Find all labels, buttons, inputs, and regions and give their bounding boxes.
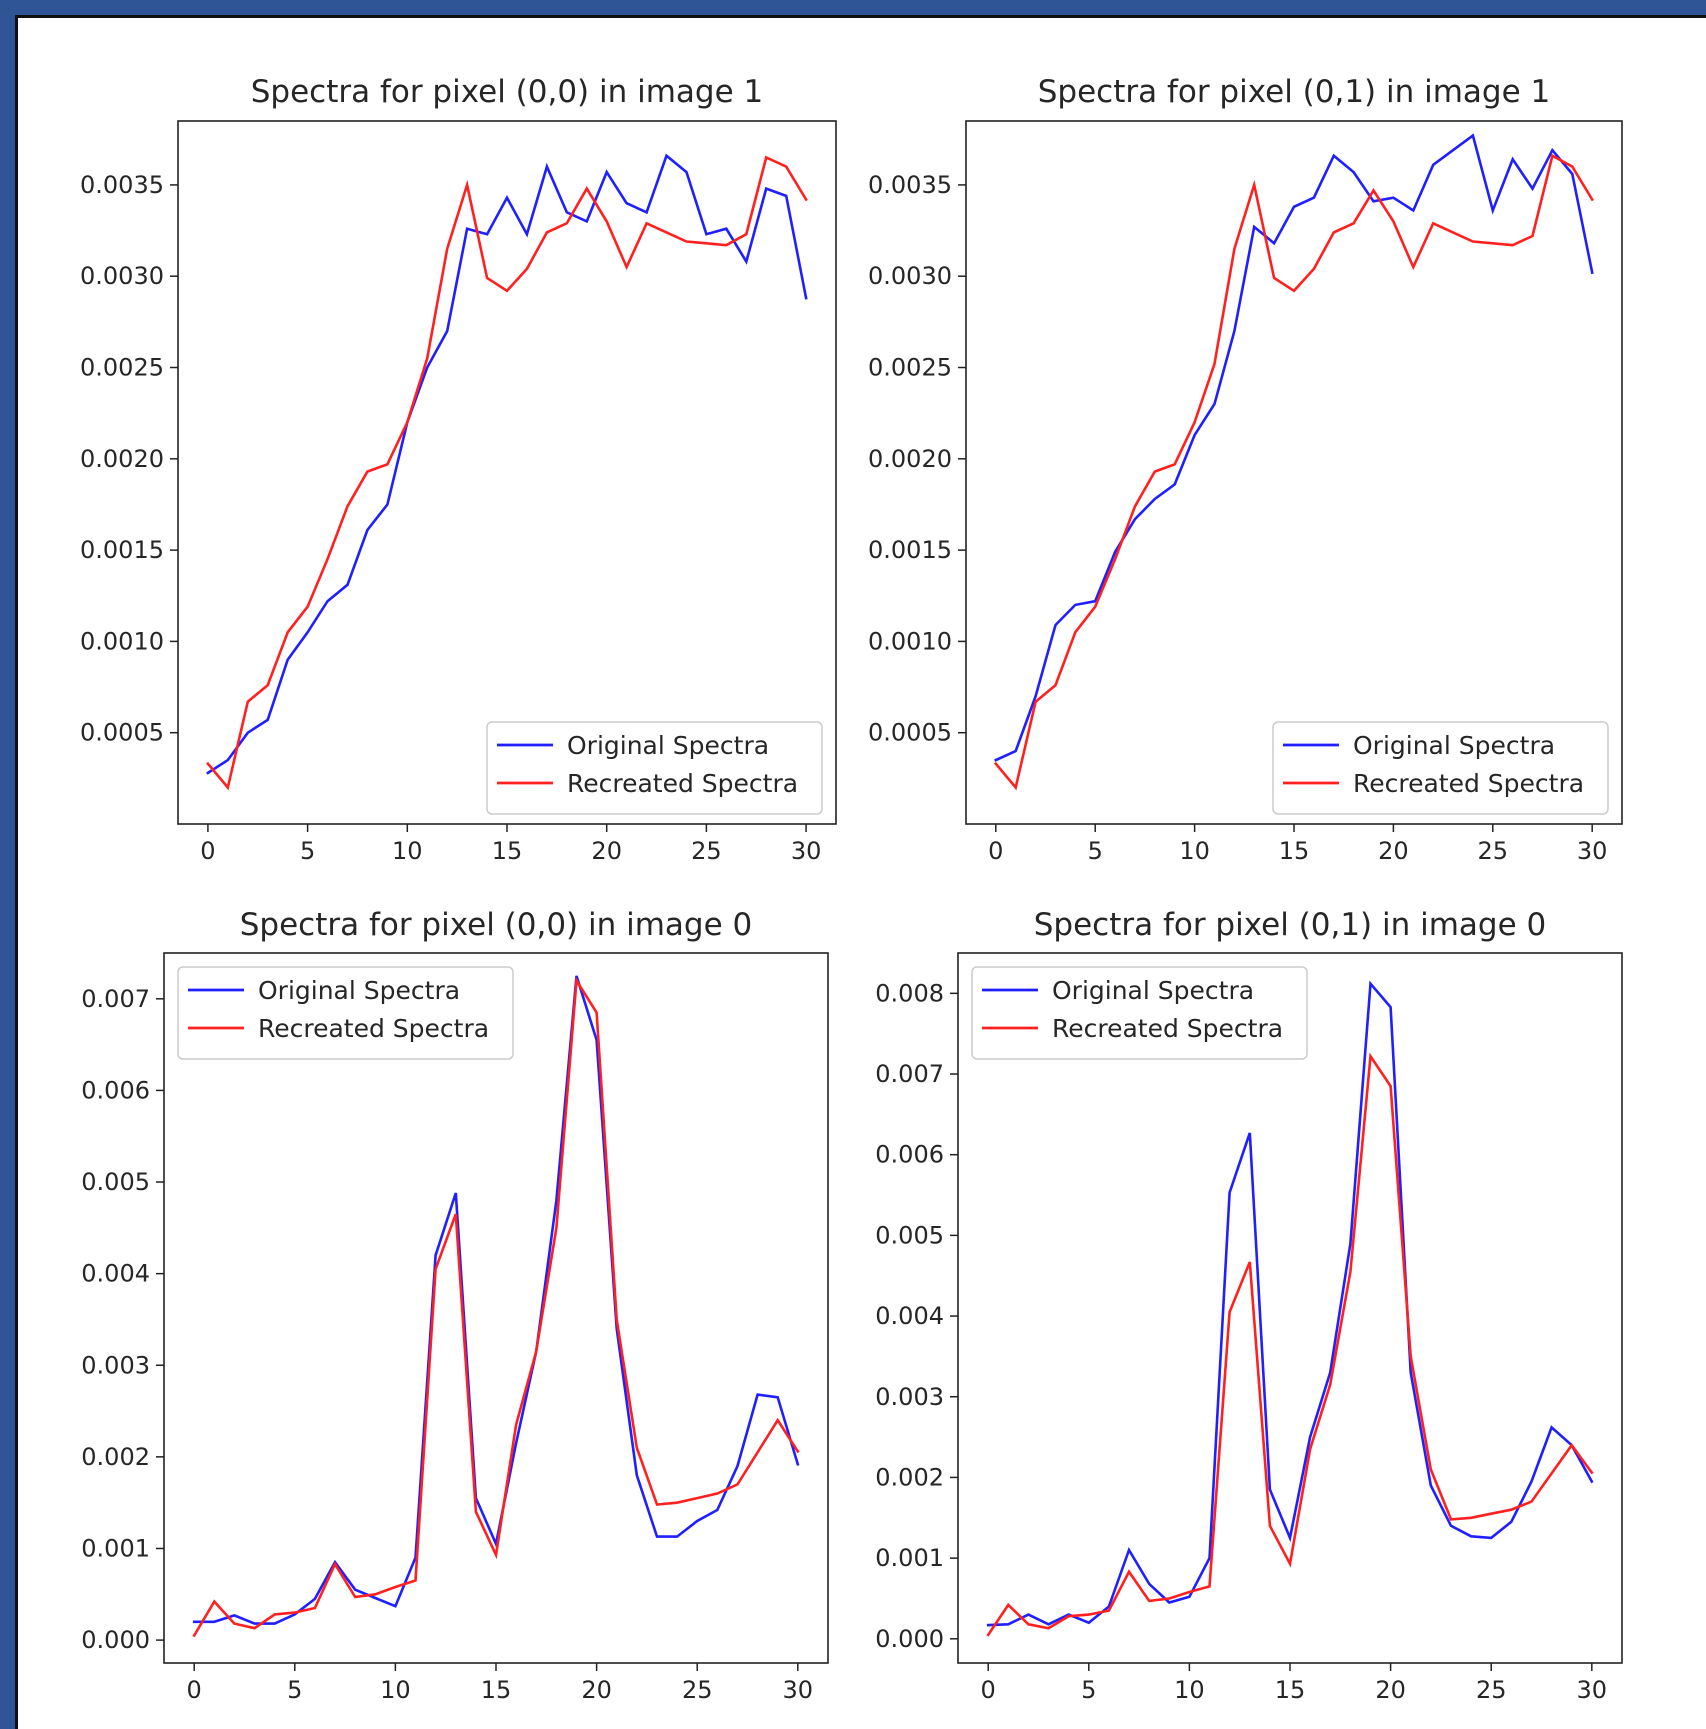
recreated-spectra-line: [192, 976, 800, 1638]
chart-panel: Spectra for pixel (0,1) in image 1 0 5 10 15…: [868, 74, 1623, 865]
y-tick-label: 0.0035: [80, 171, 164, 199]
y-tick-label: 0.003: [875, 1383, 944, 1411]
legend-box: [1272, 721, 1609, 815]
y-tick-label: 0.0015: [80, 536, 164, 564]
y-tick-label: 0.001: [875, 1544, 944, 1572]
chart-title: Spectra for pixel (0,1) in image 0: [1034, 907, 1547, 943]
recreated-spectra-line: [986, 1052, 1594, 1637]
chart-title: Spectra for pixel (0,1) in image 1: [1038, 74, 1551, 110]
y-tick-label: 0.008: [875, 979, 944, 1007]
y-tick-label: 0.0005: [868, 719, 952, 747]
legend: Original Spectra Recreated Spectra: [177, 966, 514, 1060]
x-tick-label: 5: [287, 1676, 302, 1704]
legend-label: Original Spectra: [258, 976, 460, 1005]
x-tick-label: 25: [682, 1676, 713, 1704]
x-tick-label: 10: [392, 837, 423, 865]
recreated-spectra-line: [993, 153, 1594, 791]
y-tick-label: 0.0025: [868, 354, 952, 382]
y-tick-label: 0.0030: [868, 262, 952, 290]
y-tick-label: 0.0025: [80, 354, 164, 382]
x-tick-label: 25: [1478, 837, 1509, 865]
x-tick-label: 15: [1275, 1676, 1306, 1704]
y-tick-label: 0.0010: [80, 627, 164, 655]
y-tick-label: 0.002: [81, 1443, 150, 1471]
original-spectra-line: [206, 153, 808, 775]
original-spectra-line: [986, 980, 1594, 1627]
y-tick-label: 0.004: [875, 1302, 944, 1330]
x-tick-label: 25: [1476, 1676, 1507, 1704]
legend-label: Recreated Spectra: [1353, 769, 1584, 798]
x-tick-label: 5: [300, 837, 315, 865]
chart-title: Spectra for pixel (0,0) in image 1: [251, 74, 764, 110]
x-tick-label: 30: [791, 837, 822, 865]
legend-label: Original Spectra: [1052, 976, 1254, 1005]
y-tick-label: 0.004: [81, 1260, 150, 1288]
y-tick-label: 0.0015: [868, 536, 952, 564]
axes-frame: [957, 952, 1623, 1664]
chart-panel: Spectra for pixel (0,1) in image 0 0 5 10 15…: [875, 907, 1623, 1704]
axes-frame: [965, 120, 1623, 825]
chart-panel: Spectra for pixel (0,0) in image 0 0 5 10 15…: [81, 907, 829, 1704]
axes-frame: [163, 952, 829, 1664]
y-tick-label: 0.007: [81, 985, 150, 1013]
x-tick-label: 10: [1174, 1676, 1205, 1704]
x-tick-label: 20: [1378, 837, 1409, 865]
x-tick-label: 5: [1088, 837, 1103, 865]
x-tick-label: 20: [1375, 1676, 1406, 1704]
x-tick-label: 10: [380, 1676, 411, 1704]
y-tick-label: 0.005: [81, 1168, 150, 1196]
x-tick-label: 20: [591, 837, 622, 865]
legend-box: [971, 966, 1308, 1060]
x-tick-label: 30: [783, 1676, 814, 1704]
x-tick-label: 0: [988, 837, 1003, 865]
legend: Original Spectra Recreated Spectra: [486, 721, 823, 815]
y-tick-label: 0.005: [875, 1221, 944, 1249]
legend-box: [486, 721, 823, 815]
y-tick-label: 0.007: [875, 1060, 944, 1088]
x-tick-label: 20: [581, 1676, 612, 1704]
x-tick-label: 0: [187, 1676, 202, 1704]
legend-label: Original Spectra: [567, 731, 769, 760]
x-tick-label: 15: [1279, 837, 1310, 865]
legend-label: Original Spectra: [1353, 731, 1555, 760]
x-tick-label: 30: [1577, 837, 1608, 865]
original-spectra-line: [994, 133, 1594, 762]
chart-title: Spectra for pixel (0,0) in image 0: [240, 907, 753, 943]
x-tick-label: 0: [200, 837, 215, 865]
y-tick-label: 0.0005: [80, 719, 164, 747]
y-tick-label: 0.000: [81, 1626, 150, 1654]
y-tick-label: 0.003: [81, 1351, 150, 1379]
y-tick-label: 0.0020: [868, 445, 952, 473]
axes-frame: [177, 120, 837, 825]
legend: Original Spectra Recreated Spectra: [1272, 721, 1609, 815]
x-tick-label: 25: [691, 837, 722, 865]
recreated-spectra-line: [206, 155, 808, 791]
legend-box: [177, 966, 514, 1060]
y-tick-label: 0.000: [875, 1625, 944, 1653]
x-tick-label: 5: [1081, 1676, 1096, 1704]
x-tick-label: 0: [981, 1676, 996, 1704]
y-tick-label: 0.0010: [868, 627, 952, 655]
y-tick-label: 0.0035: [868, 171, 952, 199]
x-tick-label: 15: [492, 837, 523, 865]
y-tick-label: 0.001: [81, 1534, 150, 1562]
chart-panel: Spectra for pixel (0,0) in image 1 0 5 10 15…: [80, 74, 837, 865]
y-tick-label: 0.0020: [80, 445, 164, 473]
x-tick-label: 10: [1179, 837, 1210, 865]
x-tick-label: 15: [481, 1676, 512, 1704]
x-tick-label: 30: [1577, 1676, 1608, 1704]
y-tick-label: 0.0030: [80, 262, 164, 290]
legend-label: Recreated Spectra: [567, 769, 798, 798]
legend-label: Recreated Spectra: [258, 1014, 489, 1043]
legend: Original Spectra Recreated Spectra: [971, 966, 1308, 1060]
y-tick-label: 0.002: [875, 1463, 944, 1491]
legend-label: Recreated Spectra: [1052, 1014, 1283, 1043]
y-tick-label: 0.006: [81, 1076, 150, 1104]
y-tick-label: 0.006: [875, 1141, 944, 1169]
original-spectra-line: [192, 975, 800, 1625]
